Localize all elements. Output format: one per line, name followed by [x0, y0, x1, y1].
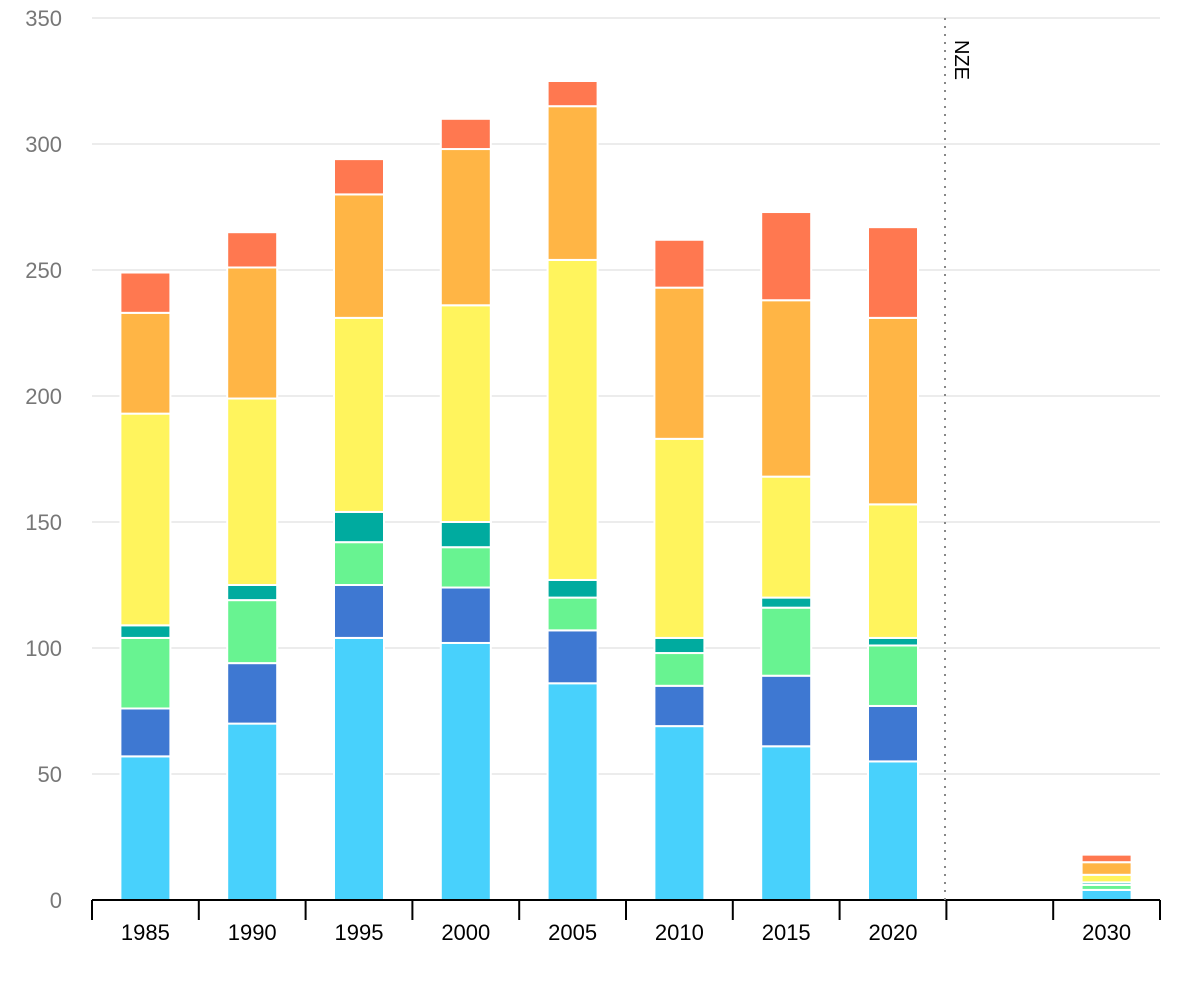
bars — [119, 80, 1133, 902]
bar-segment — [439, 148, 492, 307]
y-tick-label: 350 — [25, 6, 62, 31]
bar-segment — [867, 704, 919, 763]
bar-segment — [760, 745, 813, 902]
bar-segment — [226, 584, 279, 602]
annotation-layer: NZE — [944, 18, 972, 900]
bar-segment — [119, 412, 172, 627]
nze-label: NZE — [950, 40, 972, 80]
x-tick-label: 2005 — [548, 920, 597, 945]
y-tick-label: 150 — [25, 510, 62, 535]
y-tick-label: 100 — [25, 636, 62, 661]
bar-segment — [760, 596, 813, 609]
y-tick-label: 50 — [38, 762, 62, 787]
bar-segment — [653, 286, 706, 440]
bar-segment — [760, 475, 813, 599]
bar-segment — [867, 226, 919, 319]
bar-segment — [546, 596, 599, 632]
bar-segment — [760, 211, 813, 302]
bar-segment — [439, 586, 492, 644]
bar-segment — [867, 503, 919, 639]
bar-segment — [333, 193, 385, 319]
x-axis: 1985 1990 1995 2000 2005 2010 2015 2020 2030 — [91, 899, 1161, 945]
bar-segment — [333, 584, 385, 639]
bar-segment — [333, 510, 385, 544]
bar-segment — [119, 707, 172, 758]
x-tick-label: 1985 — [121, 920, 170, 945]
x-tick-label: 2010 — [655, 920, 704, 945]
x-tick-label: 1990 — [228, 920, 277, 945]
bar-segment — [546, 682, 599, 902]
bar-segment — [119, 271, 172, 314]
bar-segment — [1080, 853, 1133, 864]
bar-segment — [439, 117, 492, 151]
bar-segment — [333, 636, 385, 901]
bar-segment — [760, 674, 813, 748]
x-tick-label: 2030 — [1082, 920, 1131, 945]
bar-segment — [653, 636, 706, 655]
bar-segment — [226, 722, 279, 901]
bar-segment — [546, 629, 599, 685]
bar-segment — [439, 521, 492, 549]
bar-segment — [653, 725, 706, 901]
bar-segment — [119, 755, 172, 901]
bar-segment — [439, 304, 492, 523]
y-axis-ticks: 0 50 100 150 200 250 300 350 — [25, 6, 62, 913]
bar-segment — [867, 760, 919, 902]
bar-segment — [119, 311, 172, 415]
bar-segment — [119, 636, 172, 710]
bar-segment — [653, 684, 706, 728]
bar-segment — [867, 644, 919, 707]
bar-segment — [867, 636, 919, 647]
y-tick-label: 300 — [25, 132, 62, 157]
bar-segment — [439, 546, 492, 589]
bar-segment — [546, 578, 599, 599]
x-tick-label: 1995 — [335, 920, 384, 945]
bar-segment — [546, 80, 599, 108]
bar-segment — [1080, 888, 1133, 901]
y-tick-label: 200 — [25, 384, 62, 409]
bar-segment — [226, 662, 279, 725]
bar-segment — [226, 599, 279, 665]
bar-segment — [1080, 861, 1133, 876]
bar-segment — [1080, 873, 1133, 884]
bar-segment — [653, 437, 706, 639]
bar-segment — [333, 541, 385, 586]
bar-segment — [546, 258, 599, 581]
bar-segment — [760, 299, 813, 478]
bar-segment — [333, 158, 385, 196]
bar-segment — [546, 105, 599, 261]
bar-segment — [226, 397, 279, 586]
bar-segment — [226, 266, 279, 400]
bar-segment — [439, 641, 492, 902]
x-tick-label: 2000 — [441, 920, 490, 945]
bar-segment — [653, 652, 706, 687]
bar-segment — [867, 316, 919, 506]
bar-segment — [653, 238, 706, 289]
bar-segment — [226, 231, 279, 269]
bar-segment — [333, 316, 385, 513]
bar-segment — [119, 624, 172, 639]
y-tick-label: 250 — [25, 258, 62, 283]
x-tick-label: 2020 — [869, 920, 918, 945]
y-tick-label: 0 — [50, 888, 62, 913]
bar-segment — [760, 606, 813, 677]
x-tick-label: 2015 — [762, 920, 811, 945]
